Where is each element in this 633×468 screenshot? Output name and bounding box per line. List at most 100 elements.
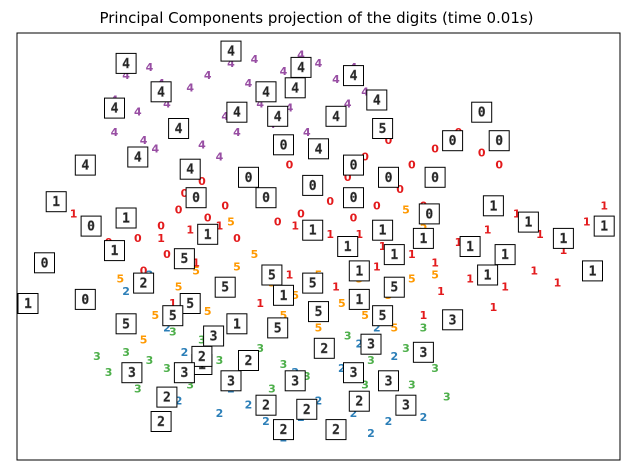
digit-thumbnail-4: 4 [179, 158, 201, 180]
thumbnail-digit-image: 0 [425, 207, 433, 222]
digit-point-0: 0 [175, 203, 183, 216]
thumbnail-digit-image: 5 [315, 305, 323, 320]
thumbnail-frame [267, 105, 289, 127]
digit-point-1: 1 [256, 297, 264, 310]
thumbnail-digit-image: 1 [600, 220, 608, 235]
digit-point-1: 1 [501, 281, 509, 294]
thumbnail-digit-image: 0 [350, 191, 358, 206]
thumbnail-digit-image: 4 [175, 122, 183, 137]
digit-thumbnail-5: 5 [302, 272, 324, 294]
digit-point-0: 0 [408, 159, 416, 172]
digit-thumbnail-0: 0 [302, 174, 324, 196]
thumbnail-digit-image: 1 [204, 228, 212, 243]
digit-thumbnail-1: 1 [115, 207, 137, 229]
thumbnail-frame [179, 293, 201, 314]
digit-point-4: 4 [332, 73, 340, 86]
digit-point-0: 0 [181, 187, 189, 200]
digit-point-4: 4 [134, 106, 142, 119]
thumbnail-digit-image: 4 [274, 110, 282, 125]
digit-point-3: 3 [268, 382, 276, 395]
digit-point-3: 3 [402, 342, 410, 355]
digit-point-5: 5 [315, 321, 323, 334]
digit-thumbnail-5: 5 [308, 301, 329, 323]
digit-thumbnail-4: 4 [366, 89, 388, 111]
digit-thumbnail-0: 0 [185, 187, 207, 209]
thumbnail-frame [127, 146, 149, 168]
thumbnail-digit-image: 1 [355, 264, 363, 279]
digit-point-5: 5 [175, 281, 183, 294]
digit-point-2: 2 [262, 415, 270, 428]
thumbnail-digit-image: 2 [157, 415, 165, 430]
digit-point-3: 3 [93, 350, 101, 363]
digit-point-0: 0 [233, 232, 241, 245]
digit-thumbnail-2: 2 [255, 394, 277, 416]
thumbnail-frame [343, 187, 364, 209]
digit-point-0: 0 [396, 183, 404, 196]
digit-point-1: 1 [291, 220, 299, 233]
thumbnail-digit-image: 1 [344, 240, 352, 255]
digit-thumbnail-1: 1 [348, 260, 370, 282]
digit-point-4: 4 [186, 81, 194, 94]
thumbnail-digit-image: 0 [245, 171, 253, 186]
digit-point-0: 0 [134, 232, 142, 245]
digit-thumbnail-4: 4 [284, 77, 306, 99]
digit-point-3: 3 [146, 354, 154, 367]
digit-point-3: 3 [256, 342, 264, 355]
digit-thumbnail-1: 1 [482, 195, 504, 217]
digit-point-0: 0 [350, 212, 358, 225]
digit-point-0: 0 [163, 248, 171, 261]
digit-point-1: 1 [437, 285, 445, 298]
thumbnail-digit-image: 2 [163, 391, 171, 406]
digit-thumbnail-1: 1 [494, 244, 516, 266]
digit-point-1: 1 [583, 216, 591, 229]
thumbnail-frame [308, 138, 329, 160]
digit-thumbnail-2: 2 [273, 419, 294, 441]
thumbnail-digit-image: 0 [262, 191, 270, 206]
digit-thumbnail-0: 0 [80, 215, 102, 237]
digit-thumbnail-0: 0 [34, 252, 55, 274]
digit-point-4: 4 [216, 151, 224, 164]
digit-point-3: 3 [420, 321, 428, 334]
thumbnail-frame [273, 134, 294, 156]
thumbnail-frame [203, 325, 225, 347]
thumbnail-digit-image: 4 [227, 45, 235, 60]
thumbnail-digit-image: 4 [186, 163, 194, 178]
thumbnail-frame [238, 166, 259, 188]
digit-point-4: 4 [122, 69, 130, 82]
thumbnail-frame [471, 101, 493, 123]
digit-point-1: 1 [332, 281, 340, 294]
digit-point-5: 5 [192, 264, 200, 277]
thumbnail-frame [383, 276, 405, 298]
thumbnail-digit-image: 5 [221, 281, 229, 296]
digit-point-5: 5 [291, 289, 299, 302]
digit-thumbnail-1: 1 [104, 240, 125, 262]
digit-thumbnail-1: 1 [372, 219, 394, 241]
digit-point-0: 0 [157, 220, 165, 233]
thumbnail-frame [366, 89, 388, 111]
digit-thumbnail-2: 2 [191, 345, 213, 367]
thumbnail-frame [74, 154, 96, 176]
thumbnail-digit-image: 4 [332, 110, 340, 125]
digit-point-0: 0 [204, 212, 212, 225]
thumbnail-frame [226, 313, 248, 335]
digit-thumbnail-1: 1 [17, 293, 39, 314]
thumbnail-frame [197, 223, 219, 245]
digit-thumbnail-3: 3 [360, 333, 382, 355]
thumbnail-frame [348, 288, 370, 310]
digit-thumbnail-0: 0 [471, 101, 493, 123]
thumbnail-frame [482, 195, 504, 217]
digit-thumbnail-0: 0 [273, 134, 294, 156]
digit-thumbnail-1: 1 [412, 227, 434, 249]
thumbnail-digit-image: 1 [309, 224, 317, 239]
digit-point-4: 4 [163, 98, 171, 111]
digit-point-2: 2 [181, 346, 189, 359]
digit-thumbnail-3: 3 [412, 341, 434, 363]
thumbnail-digit-image: 5 [379, 309, 387, 324]
thumbnail-frame [185, 187, 207, 209]
thumbnail-digit-image: 4 [262, 85, 270, 100]
digit-point-0: 0 [373, 199, 381, 212]
thumbnail-frame [348, 260, 370, 282]
thumbnail-digit-image: 0 [350, 159, 358, 174]
digit-point-3: 3 [122, 346, 130, 359]
digit-thumbnail-1: 1 [582, 260, 603, 282]
